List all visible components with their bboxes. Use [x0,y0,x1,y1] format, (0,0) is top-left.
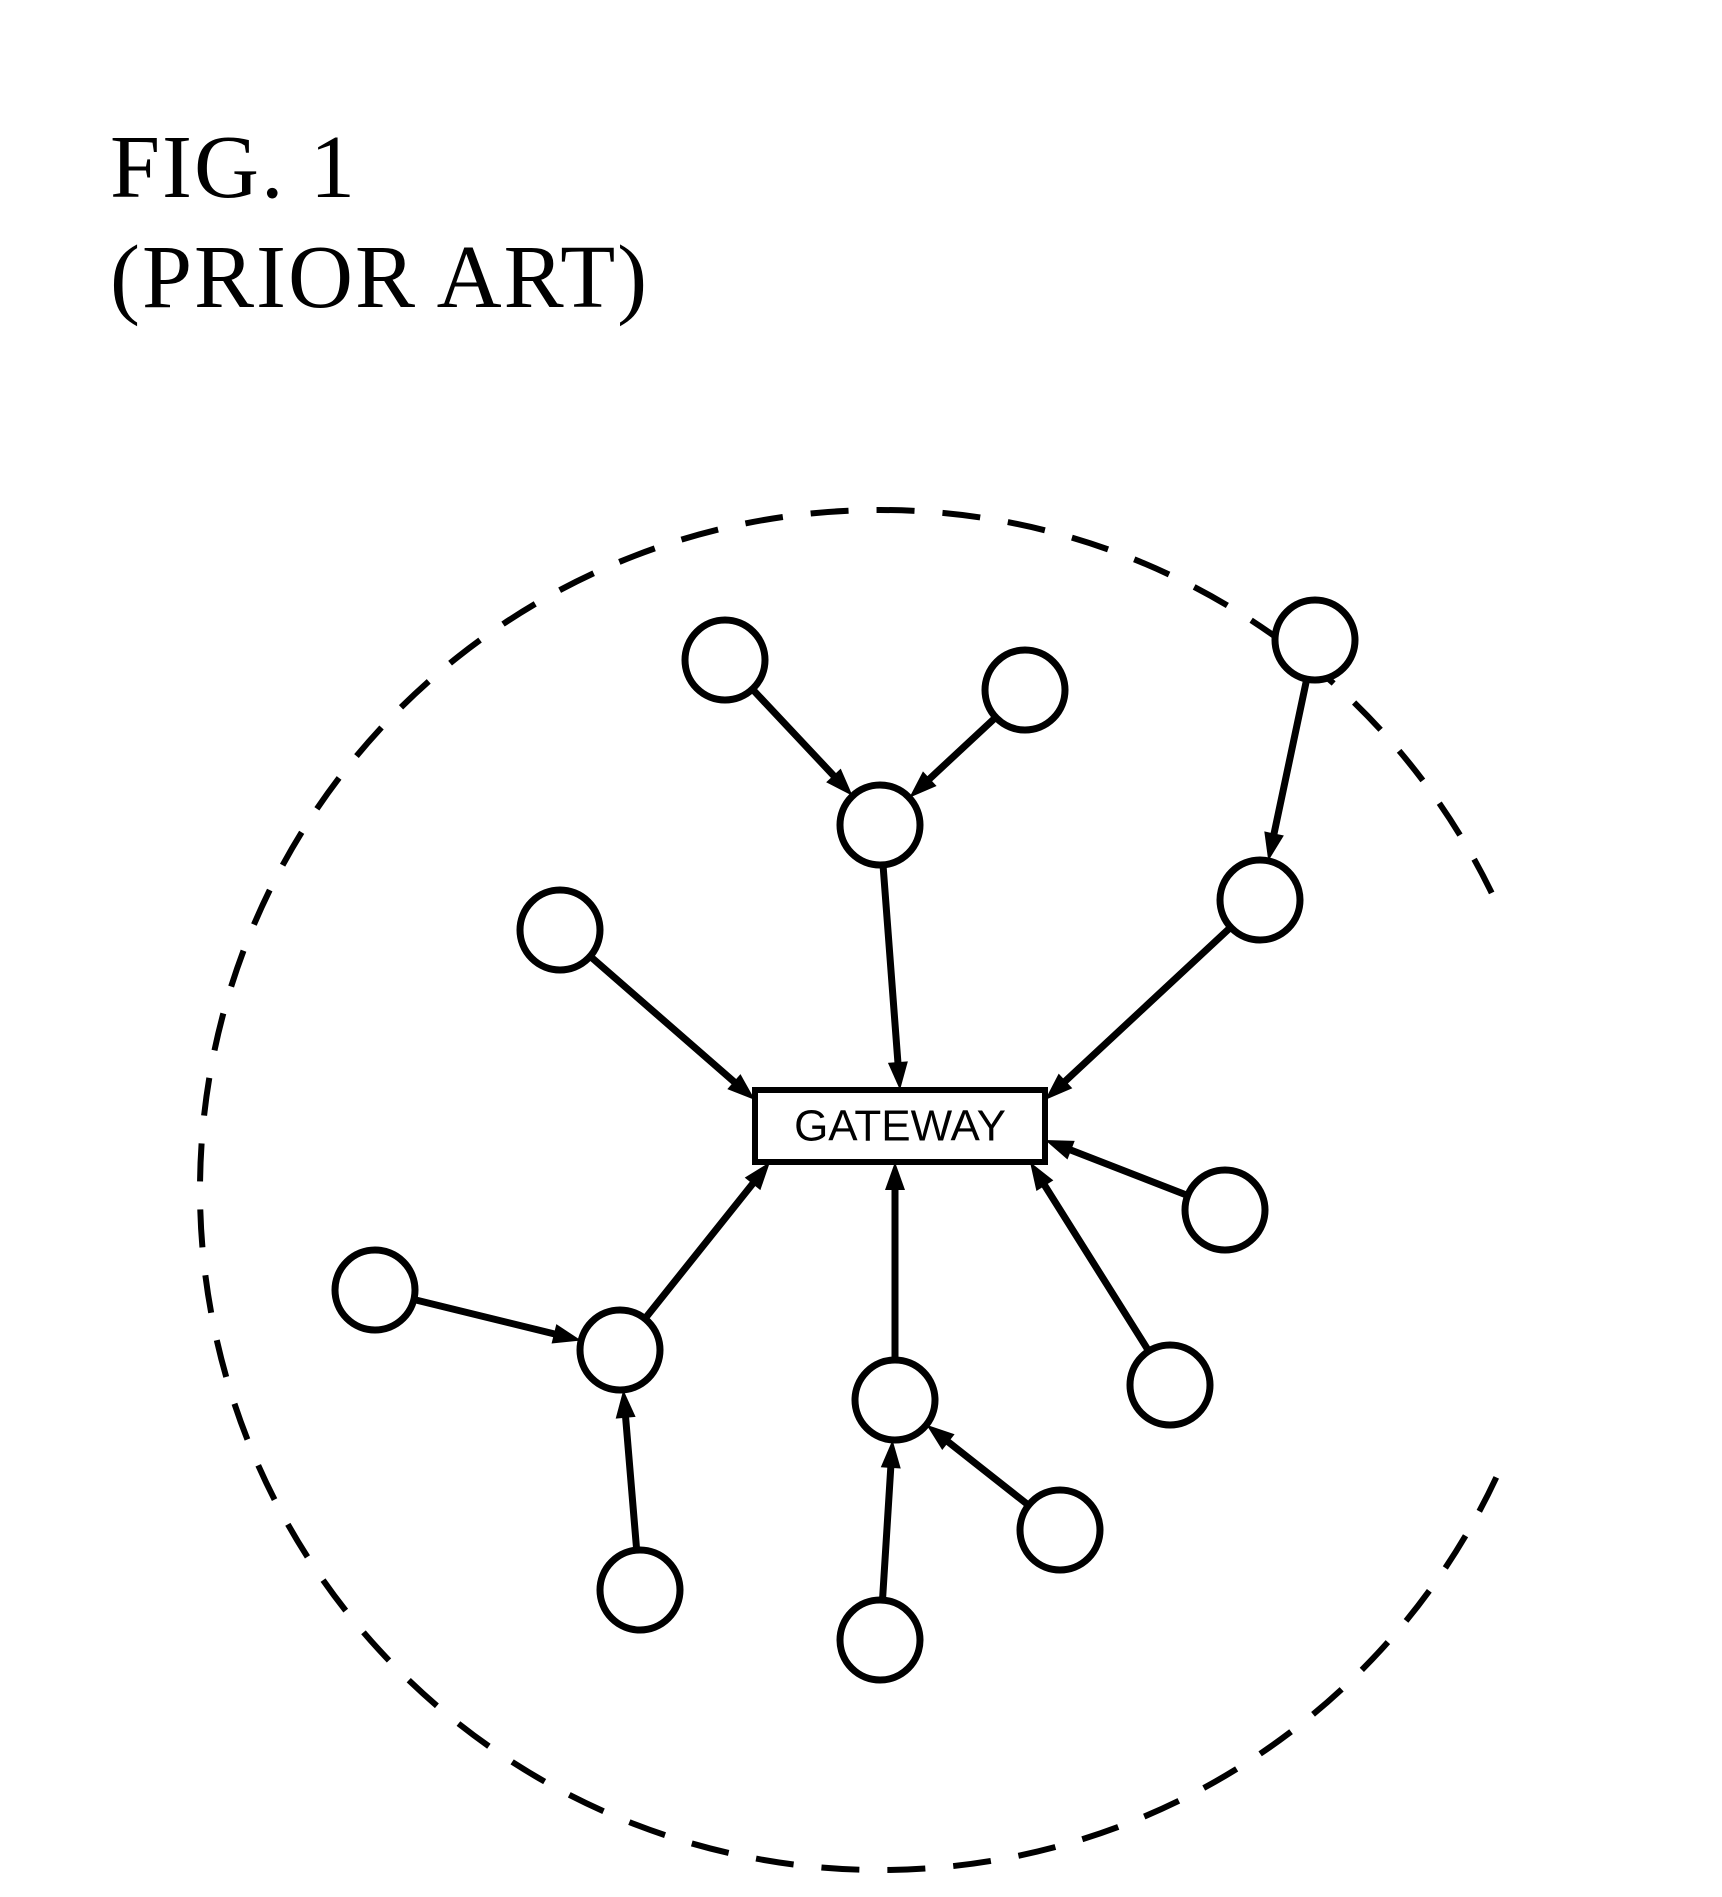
edge [414,1300,565,1337]
edge [922,717,996,786]
node-n_left_mid [580,1310,660,1390]
edge [1057,927,1230,1088]
node-n_far_left [335,1250,415,1330]
node-n_bot_right [1020,1490,1100,1570]
node-n_bot_mid [855,1360,935,1440]
edge [883,865,899,1073]
page: FIG. 1 (PRIOR ART) GATEWAY [0,0,1722,1897]
node-n_left_upper [520,890,600,970]
node-n_top_left [685,620,765,700]
arrowhead [1045,1140,1075,1159]
arrowhead [1264,831,1284,860]
edge [1039,1176,1149,1351]
edge [625,1407,637,1551]
arrowhead [885,1162,905,1190]
node-n_bot_center [840,1600,920,1680]
node-n_right_mid [1185,1170,1265,1250]
edge [645,1175,760,1319]
edge [882,1457,891,1600]
node-n_top_mid [840,785,920,865]
node-n_right_lower [1130,1345,1210,1425]
edge [1272,679,1307,844]
edge [752,689,841,783]
edge [940,1435,1029,1505]
arrowhead [616,1390,636,1419]
gateway-label: GATEWAY [794,1102,1006,1151]
arrowhead [1030,1162,1053,1191]
arrowhead [552,1324,582,1343]
arrowhead [881,1440,901,1469]
node-n_top_right [985,650,1065,730]
edge [1061,1146,1188,1195]
network-diagram: GATEWAY [0,0,1722,1897]
node-n_far_right_top [1275,600,1355,680]
arrowhead [888,1061,908,1090]
edge [590,956,742,1089]
node-n_right_upper [1220,860,1300,940]
node-n_left_bottom [600,1550,680,1630]
